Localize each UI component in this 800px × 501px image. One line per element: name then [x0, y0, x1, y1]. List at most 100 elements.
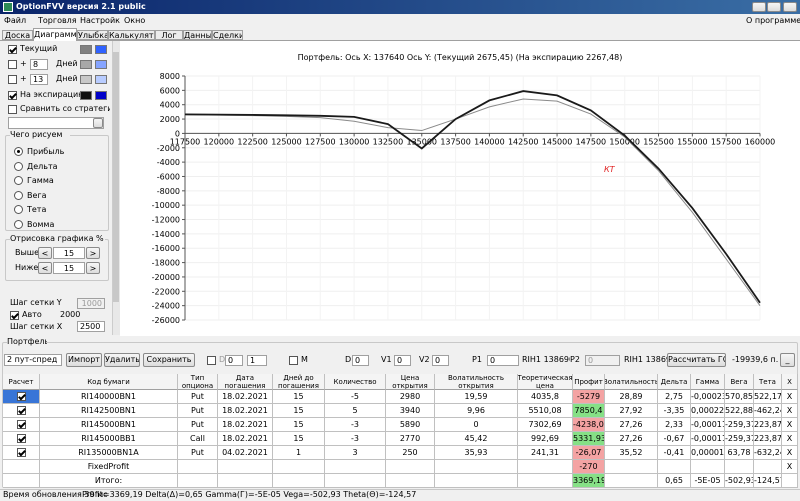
left-scrollbar-thumb[interactable]: [113, 52, 119, 302]
table-cell: [754, 460, 782, 474]
table-cell: [605, 460, 658, 474]
row-checkbox[interactable]: [17, 392, 26, 401]
color-swatch[interactable]: [95, 91, 107, 100]
checkbox[interactable]: [207, 356, 216, 365]
color-swatch[interactable]: [95, 45, 107, 54]
delete-cell[interactable]: X: [782, 390, 798, 404]
table-cell: [178, 474, 218, 488]
checkbox[interactable]: [10, 311, 19, 320]
table-cell: 250: [386, 446, 435, 460]
delete-cell[interactable]: X: [782, 460, 798, 474]
delete-cell[interactable]: X: [782, 446, 798, 460]
days-input[interactable]: 8: [30, 59, 48, 70]
radio[interactable]: [14, 205, 23, 214]
radio[interactable]: [14, 190, 23, 200]
table-cell: Put: [178, 404, 218, 418]
range-input[interactable]: 15: [53, 262, 85, 274]
color-swatch[interactable]: [95, 60, 107, 69]
checkbox[interactable]: [8, 75, 17, 84]
window-close[interactable]: [783, 2, 797, 12]
tab[interactable]: Лог: [155, 30, 183, 40]
x-tick-label: 150000: [609, 137, 640, 146]
table-cell: 63,78: [725, 446, 754, 460]
table-cell: 27,92: [605, 404, 658, 418]
v2-input[interactable]: 0: [432, 355, 449, 366]
v1-input[interactable]: 0: [394, 355, 411, 366]
table-cell: -0,000237: [691, 390, 725, 404]
row-checkbox[interactable]: [17, 434, 26, 443]
calc-button[interactable]: Рассчитать ГО: [667, 353, 726, 367]
menu-item[interactable]: Торговля: [38, 16, 77, 25]
row-checkbox[interactable]: [17, 448, 26, 457]
days-input[interactable]: 13: [30, 74, 48, 85]
table-cell: -3: [325, 432, 386, 446]
dropdown-arrow[interactable]: [93, 118, 103, 128]
dh-spin[interactable]: 0: [225, 355, 243, 366]
row-checkbox[interactable]: [17, 420, 26, 429]
tab[interactable]: Сделки: [212, 30, 243, 40]
toolbar-button[interactable]: Сохранить: [143, 353, 195, 367]
dh-spin[interactable]: 1: [247, 355, 267, 366]
radio-label: Прибыль: [27, 147, 65, 156]
table-cell: -3: [325, 418, 386, 432]
tab[interactable]: Диаграмма: [33, 28, 77, 41]
tab[interactable]: Улыбка: [77, 30, 108, 40]
y-tick-label: -20000: [152, 273, 180, 282]
compare-dropdown[interactable]: [8, 117, 104, 129]
color-swatch[interactable]: [80, 60, 92, 69]
window-minimize[interactable]: [752, 2, 766, 12]
color-swatch[interactable]: [80, 75, 92, 84]
menu-item[interactable]: Настройки: [80, 16, 120, 25]
checkbox[interactable]: [289, 356, 298, 365]
tab[interactable]: Доска: [2, 30, 33, 40]
m-label: M: [301, 355, 308, 364]
menu-about[interactable]: О программе: [746, 16, 800, 25]
tab[interactable]: Данные: [183, 30, 212, 40]
table-cell: 5: [325, 404, 386, 418]
radio[interactable]: [14, 147, 23, 156]
table-cell: 45,42: [435, 432, 518, 446]
grid-x-input[interactable]: 2500: [77, 321, 105, 332]
tab-strip-line: [0, 40, 800, 41]
checkbox[interactable]: [8, 91, 17, 100]
days-unit: Дней: [56, 74, 78, 83]
p1-input[interactable]: 0: [487, 355, 519, 366]
window-maximize[interactable]: [767, 2, 781, 12]
table-cell: -502,93: [725, 474, 754, 488]
menu-item[interactable]: Файл: [4, 16, 27, 25]
radio[interactable]: [14, 219, 23, 229]
radio-label: Дельта: [27, 161, 58, 171]
strategy-dropdown[interactable]: 2 пут-спред: [4, 354, 62, 366]
step-left[interactable]: <: [38, 262, 52, 274]
check-cell: [3, 446, 40, 460]
step-right[interactable]: >: [86, 247, 100, 259]
toolbar-button[interactable]: Импорт: [66, 353, 102, 367]
delete-cell[interactable]: X: [782, 418, 798, 432]
table-cell: RI140000BN1: [40, 390, 178, 404]
row-checkbox[interactable]: [17, 406, 26, 415]
step-right[interactable]: >: [86, 262, 100, 274]
checkbox[interactable]: [8, 60, 17, 69]
step-left[interactable]: <: [38, 247, 52, 259]
toolbar-button[interactable]: Удалить: [104, 353, 140, 367]
minimize-button[interactable]: _: [780, 353, 795, 367]
checkbox[interactable]: [8, 45, 17, 54]
status-update: Время обновления 39 мс: [3, 490, 108, 499]
radio[interactable]: [14, 176, 23, 185]
radio[interactable]: [14, 161, 23, 171]
d-input[interactable]: 0: [352, 355, 369, 366]
checkbox[interactable]: [8, 105, 17, 114]
tab[interactable]: Калькулятор: [108, 30, 155, 40]
series-line: [184, 98, 761, 306]
delete-cell[interactable]: X: [782, 432, 798, 446]
check-cell: [3, 418, 40, 432]
y-tick-label: 4000: [160, 101, 180, 110]
color-swatch[interactable]: [80, 45, 92, 54]
delete-cell[interactable]: X: [782, 404, 798, 418]
color-swatch[interactable]: [95, 75, 107, 84]
range-input[interactable]: 15: [53, 247, 85, 259]
color-swatch[interactable]: [80, 91, 92, 100]
menu-item[interactable]: Окно: [124, 16, 146, 25]
